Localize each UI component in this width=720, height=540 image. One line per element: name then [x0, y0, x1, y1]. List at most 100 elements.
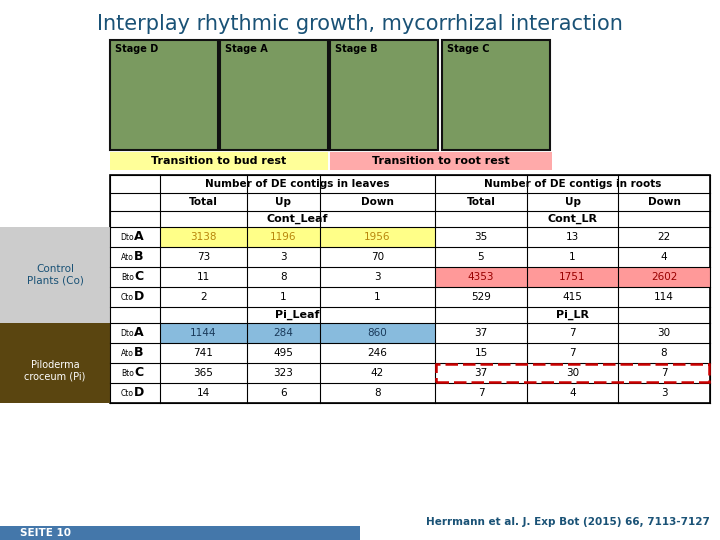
Text: 114: 114: [654, 292, 674, 302]
Bar: [220, 40, 328, 150]
Text: 1: 1: [374, 292, 381, 302]
Text: Ato: Ato: [121, 253, 134, 261]
Text: 7: 7: [570, 348, 576, 358]
Text: Pi_LR: Pi_LR: [556, 310, 589, 320]
Text: B: B: [134, 251, 143, 264]
Text: 5: 5: [477, 252, 485, 262]
Bar: [0, 323, 110, 403]
Text: 70: 70: [371, 252, 384, 262]
Bar: [0, 526, 360, 540]
Text: 415: 415: [562, 292, 582, 302]
Text: 6: 6: [280, 388, 287, 398]
Text: 529: 529: [471, 292, 491, 302]
Text: Cont_Leaf: Cont_Leaf: [266, 214, 328, 224]
Text: 4: 4: [570, 388, 576, 398]
Bar: [0, 227, 110, 323]
Text: 37: 37: [474, 368, 487, 378]
Text: 7: 7: [477, 388, 485, 398]
Text: 8: 8: [280, 272, 287, 282]
Text: Stage B: Stage B: [335, 44, 377, 54]
Text: A: A: [134, 327, 143, 340]
Text: Cont_LR: Cont_LR: [547, 214, 598, 224]
Text: 1751: 1751: [559, 272, 586, 282]
Text: Stage D: Stage D: [115, 44, 158, 54]
Text: Cto: Cto: [121, 293, 134, 301]
Text: Bto: Bto: [121, 368, 134, 377]
Text: 1144: 1144: [190, 328, 217, 338]
Text: 860: 860: [368, 328, 387, 338]
Text: Number of DE contigs in roots: Number of DE contigs in roots: [484, 179, 661, 189]
Text: 1: 1: [570, 252, 576, 262]
Text: 741: 741: [194, 348, 213, 358]
Text: 7: 7: [661, 368, 667, 378]
Text: C: C: [134, 367, 143, 380]
Bar: [160, 227, 435, 247]
Text: 1956: 1956: [364, 232, 391, 242]
Text: Dto: Dto: [120, 328, 134, 338]
Text: 365: 365: [194, 368, 213, 378]
Text: 8: 8: [661, 348, 667, 358]
Text: 37: 37: [474, 328, 487, 338]
Text: Pi_Leaf: Pi_Leaf: [275, 310, 320, 320]
Text: Control
Plants (Co): Control Plants (Co): [27, 264, 84, 286]
Text: 42: 42: [371, 368, 384, 378]
Text: 1: 1: [280, 292, 287, 302]
Text: C: C: [134, 271, 143, 284]
Text: Ato: Ato: [121, 348, 134, 357]
Bar: [442, 40, 550, 150]
Text: 4353: 4353: [468, 272, 494, 282]
Text: D: D: [134, 291, 144, 303]
Text: 13: 13: [566, 232, 579, 242]
Text: Number of DE contigs in leaves: Number of DE contigs in leaves: [205, 179, 390, 189]
Text: 3: 3: [661, 388, 667, 398]
Text: Piloderma
croceum (Pi): Piloderma croceum (Pi): [24, 360, 86, 382]
Text: Dto: Dto: [120, 233, 134, 241]
Text: 11: 11: [197, 272, 210, 282]
Bar: [110, 152, 328, 170]
Text: 73: 73: [197, 252, 210, 262]
Text: Total: Total: [189, 197, 218, 207]
Bar: [436, 364, 709, 382]
Text: Total: Total: [467, 197, 495, 207]
Text: 3: 3: [280, 252, 287, 262]
Text: Herrmann et al. J. Exp Bot (2015) 66, 7113-7127: Herrmann et al. J. Exp Bot (2015) 66, 71…: [426, 517, 710, 527]
Text: 7: 7: [570, 328, 576, 338]
Text: Interplay rhythmic growth, mycorrhizal interaction: Interplay rhythmic growth, mycorrhizal i…: [97, 14, 623, 34]
Text: 3138: 3138: [190, 232, 217, 242]
Text: 35: 35: [474, 232, 487, 242]
Text: Transition to bud rest: Transition to bud rest: [151, 156, 287, 166]
Text: 30: 30: [657, 328, 670, 338]
Text: 2: 2: [200, 292, 207, 302]
Text: 3: 3: [374, 272, 381, 282]
Text: Up: Up: [276, 197, 292, 207]
Text: Stage C: Stage C: [447, 44, 490, 54]
Text: Down: Down: [647, 197, 680, 207]
Text: 30: 30: [566, 368, 579, 378]
Text: Cto: Cto: [121, 388, 134, 397]
Bar: [435, 267, 710, 287]
Text: Transition to root rest: Transition to root rest: [372, 156, 510, 166]
Text: 14: 14: [197, 388, 210, 398]
Text: 15: 15: [474, 348, 487, 358]
Text: 246: 246: [368, 348, 387, 358]
Text: B: B: [134, 347, 143, 360]
Text: 284: 284: [274, 328, 294, 338]
Text: 495: 495: [274, 348, 294, 358]
Text: Stage A: Stage A: [225, 44, 268, 54]
Text: 22: 22: [657, 232, 670, 242]
Text: D: D: [134, 387, 144, 400]
Text: 8: 8: [374, 388, 381, 398]
Text: 4: 4: [661, 252, 667, 262]
Bar: [110, 175, 710, 403]
Text: 323: 323: [274, 368, 294, 378]
Text: Bto: Bto: [121, 273, 134, 281]
Text: SEITE 10: SEITE 10: [20, 528, 71, 538]
Bar: [160, 323, 435, 343]
Bar: [330, 152, 552, 170]
Text: 2602: 2602: [651, 272, 678, 282]
Text: Up: Up: [564, 197, 580, 207]
Bar: [110, 40, 218, 150]
Bar: [330, 40, 438, 150]
Text: Down: Down: [361, 197, 394, 207]
Text: 1196: 1196: [270, 232, 297, 242]
